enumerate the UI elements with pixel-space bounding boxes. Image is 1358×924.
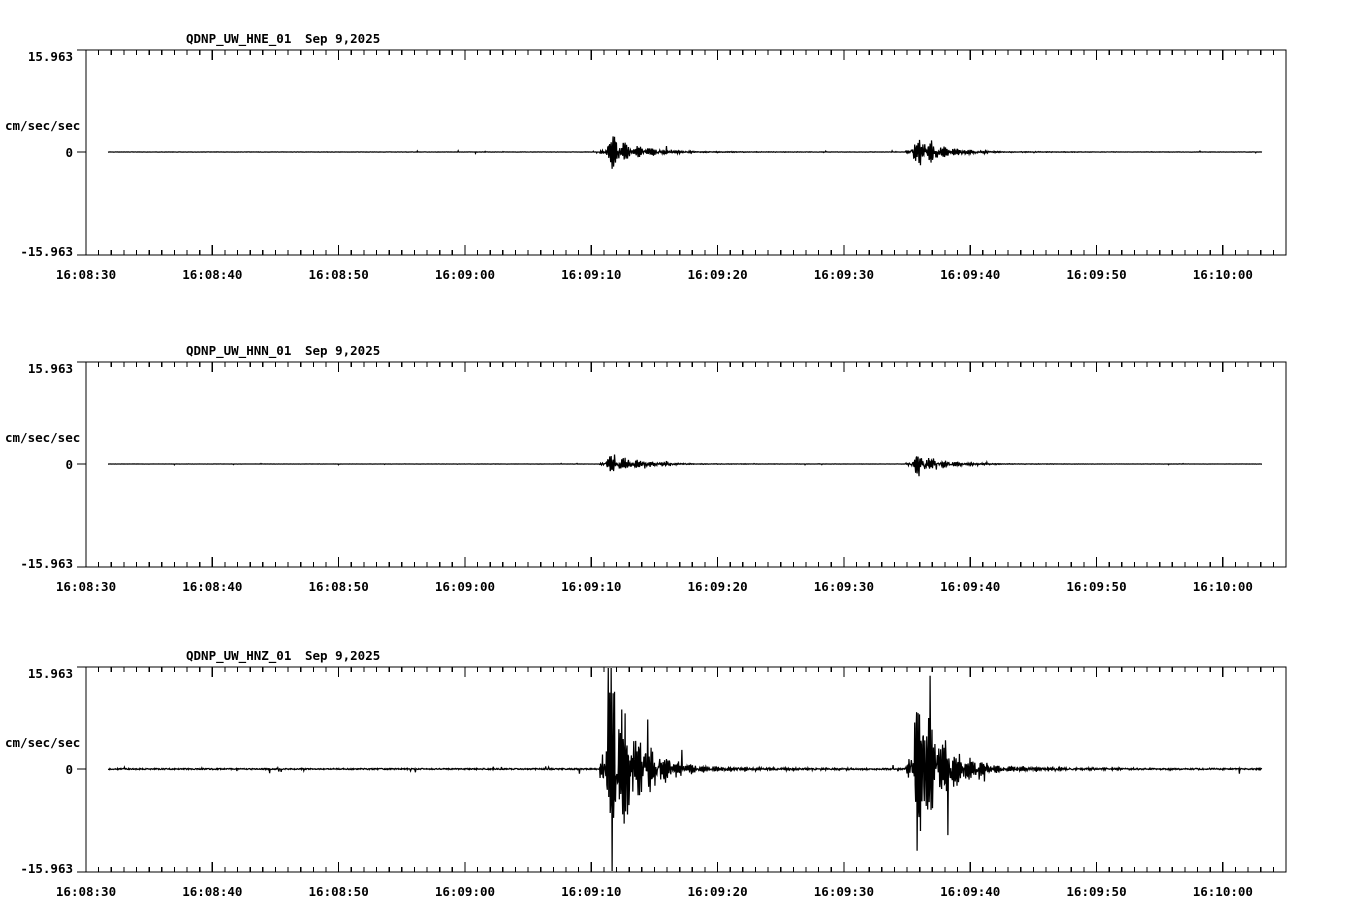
- panel-hne: QDNP_UW_HNE_01 Sep 9,2025 15.963 cm/sec/…: [0, 0, 1358, 300]
- x-tick-label: 16:09:10: [561, 267, 621, 282]
- panel-hnn-waveform: [107, 454, 1263, 477]
- panel-hnn: QDNP_UW_HNN_01 Sep 9,2025 15.963 cm/sec/…: [0, 312, 1358, 612]
- panel-hne-ticks: [77, 49, 1287, 256]
- panel-hnn-date: Sep 9,2025: [305, 343, 380, 358]
- x-tick-label: 16:09:10: [561, 579, 621, 594]
- panel-hne-yzero-label: 0: [65, 145, 73, 160]
- x-tick-label: 16:09:30: [814, 267, 874, 282]
- x-tick-label: 16:08:30: [56, 884, 116, 899]
- panel-hnz-ticks: [77, 666, 1287, 873]
- x-tick-label: 16:10:00: [1193, 579, 1253, 594]
- panel-hne-title: QDNP_UW_HNE_01: [186, 31, 291, 47]
- panel-hnn-xlabels: 16:08:30 16:08:40 16:08:50 16:09:00 16:09:10…: [56, 579, 1253, 594]
- x-tick-label: 16:09:50: [1066, 884, 1126, 899]
- panel-hne-ymax-label: 15.963: [28, 49, 73, 64]
- x-tick-label: 16:08:30: [56, 579, 116, 594]
- x-tick-label: 16:08:50: [309, 884, 369, 899]
- x-tick-label: 16:09:50: [1066, 579, 1126, 594]
- panel-hnz-ymin-label: -15.963: [20, 861, 73, 876]
- x-tick-label: 16:09:50: [1066, 267, 1126, 282]
- x-tick-label: 16:09:20: [687, 579, 747, 594]
- x-tick-label: 16:09:40: [940, 579, 1000, 594]
- x-tick-label: 16:09:20: [687, 884, 747, 899]
- panel-hnn-ticks: [77, 361, 1287, 568]
- panel-hnz-unit-label: cm/sec/sec: [5, 735, 80, 750]
- panel-hnz-plot: QDNP_UW_HNZ_01 Sep 9,2025 15.963 cm/sec/…: [5, 648, 1287, 899]
- x-tick-label: 16:09:10: [561, 884, 621, 899]
- panel-hnn-plot: QDNP_UW_HNN_01 Sep 9,2025 15.963 cm/sec/…: [5, 343, 1287, 594]
- panel-hnn-ymin-label: -15.963: [20, 556, 73, 571]
- panel-hnz-yzero-label: 0: [65, 762, 73, 777]
- panel-hnz-title: QDNP_UW_HNZ_01: [186, 648, 291, 664]
- panel-hnn-yzero-label: 0: [65, 457, 73, 472]
- x-tick-label: 16:10:00: [1193, 884, 1253, 899]
- x-tick-label: 16:09:40: [940, 267, 1000, 282]
- x-tick-label: 16:08:30: [56, 267, 116, 282]
- x-tick-label: 16:09:00: [435, 267, 495, 282]
- x-tick-label: 16:09:00: [435, 579, 495, 594]
- panel-hne-ymin-label: -15.963: [20, 244, 73, 259]
- panel-hnz-xlabels: 16:08:30 16:08:40 16:08:50 16:09:00 16:09:10…: [56, 884, 1253, 899]
- x-tick-label: 16:08:40: [182, 579, 242, 594]
- x-tick-label: 16:09:40: [940, 884, 1000, 899]
- panel-hnn-ymax-label: 15.963: [28, 361, 73, 376]
- panel-hnn-title: QDNP_UW_HNN_01: [186, 343, 291, 359]
- panel-hnz-ymax-label: 15.963: [28, 666, 73, 681]
- panel-hnz: QDNP_UW_HNZ_01 Sep 9,2025 15.963 cm/sec/…: [0, 617, 1358, 924]
- panel-hnz-date: Sep 9,2025: [305, 648, 380, 663]
- panel-hnz-waveform: [107, 667, 1263, 872]
- x-tick-label: 16:10:00: [1193, 267, 1253, 282]
- x-tick-label: 16:09:00: [435, 884, 495, 899]
- panel-hne-waveform: [107, 136, 1263, 169]
- x-tick-label: 16:08:50: [309, 267, 369, 282]
- panel-hnn-unit-label: cm/sec/sec: [5, 430, 80, 445]
- x-tick-label: 16:09:30: [814, 884, 874, 899]
- x-tick-label: 16:09:20: [687, 267, 747, 282]
- panel-hne-unit-label: cm/sec/sec: [5, 118, 80, 133]
- panel-hne-date: Sep 9,2025: [305, 31, 380, 46]
- x-tick-label: 16:08:50: [309, 579, 369, 594]
- panel-hne-xlabels: 16:08:30 16:08:40 16:08:50 16:09:00 16:09:10…: [56, 267, 1253, 282]
- x-tick-label: 16:08:40: [182, 884, 242, 899]
- x-tick-label: 16:09:30: [814, 579, 874, 594]
- panel-hne-plot: QDNP_UW_HNE_01 Sep 9,2025 15.963 cm/sec/…: [5, 31, 1287, 282]
- x-tick-label: 16:08:40: [182, 267, 242, 282]
